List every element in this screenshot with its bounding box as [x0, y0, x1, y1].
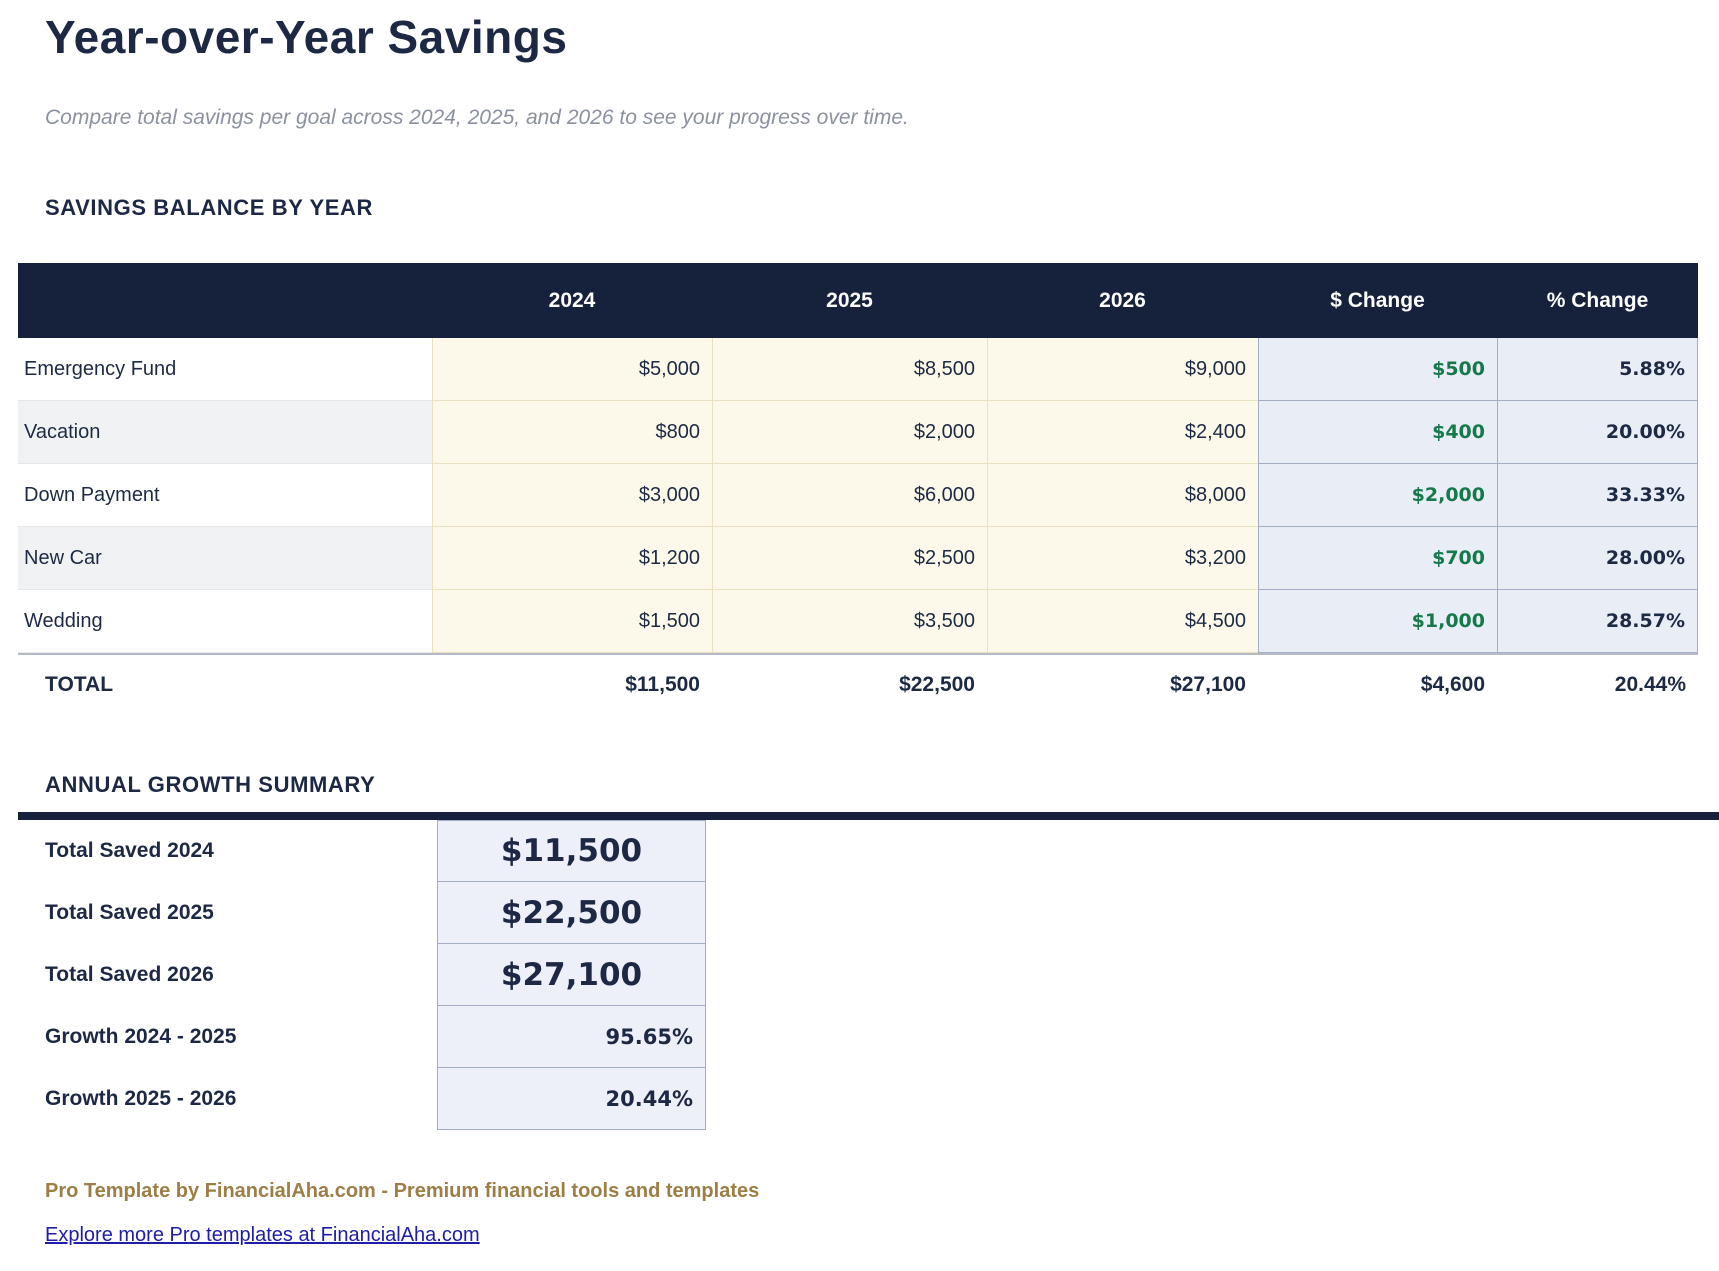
value-2024: $1,500: [432, 590, 712, 653]
total-dollar-change: $4,600: [1420, 673, 1485, 696]
section-heading-savings-balance: SAVINGS BALANCE BY YEAR: [45, 195, 373, 220]
goal-label: Emergency Fund: [18, 338, 432, 401]
summary-label: Total Saved 2025: [45, 901, 214, 924]
summary-row-total-2024: Total Saved 2024 $11,500: [18, 820, 1698, 882]
value-2024: $3,000: [432, 464, 712, 527]
total-2025: $22,500: [899, 673, 975, 696]
table-row-down-payment: Down Payment $3,000 $6,000 $8,000 $2,000…: [18, 464, 1698, 527]
goal-label: Wedding: [18, 590, 432, 653]
value-2025: $6,000: [712, 464, 987, 527]
summary-label: Growth 2024 - 2025: [45, 1025, 237, 1048]
summary-row-growth-2025-2026: Growth 2025 - 2026 20.44%: [18, 1068, 1698, 1130]
value-pct-change: 5.88%: [1497, 338, 1698, 401]
value-pct-change: 28.00%: [1497, 527, 1698, 590]
table-row-emergency-fund: Emergency Fund $5,000 $8,500 $9,000 $500…: [18, 338, 1698, 401]
table-row-wedding: Wedding $1,500 $3,500 $4,500 $1,000 28.5…: [18, 590, 1698, 653]
summary-label: Growth 2025 - 2026: [45, 1087, 237, 1110]
value-dollar-change: $500: [1258, 338, 1497, 401]
value-2025: $2,000: [712, 401, 987, 464]
value-2024: $5,000: [432, 338, 712, 401]
summary-label: Total Saved 2026: [45, 963, 214, 986]
value-2026: $8,000: [987, 464, 1258, 527]
value-2026: $9,000: [987, 338, 1258, 401]
goal-label: New Car: [18, 527, 432, 590]
column-header-goal: [18, 263, 432, 338]
total-2024: $11,500: [625, 673, 700, 696]
table-row-new-car: New Car $1,200 $2,500 $3,200 $700 28.00%: [18, 527, 1698, 590]
summary-value: $22,500: [437, 882, 706, 944]
summary-value: $27,100: [437, 944, 706, 1006]
total-pct-change: 20.44%: [1614, 673, 1686, 696]
footer-explore-link[interactable]: Explore more Pro templates at FinancialA…: [45, 1224, 480, 1246]
column-header-dollar-change: $ Change: [1330, 288, 1425, 312]
column-header-2026: 2026: [1099, 288, 1146, 312]
value-2025: $3,500: [712, 590, 987, 653]
section-divider-rule: [18, 812, 1719, 820]
footer-credit-text: Pro Template by FinancialAha.com - Premi…: [45, 1180, 760, 1202]
table-header-row: 2024 2025 2026 $ Change % Change: [18, 263, 1698, 338]
value-2024: $800: [432, 401, 712, 464]
value-2025: $8,500: [712, 338, 987, 401]
summary-value: $11,500: [437, 820, 706, 882]
goal-label: Vacation: [18, 401, 432, 464]
page-title: Year-over-Year Savings: [45, 11, 568, 63]
section-heading-annual-growth: ANNUAL GROWTH SUMMARY: [45, 772, 376, 797]
annual-growth-summary: Total Saved 2024 $11,500 Total Saved 202…: [18, 820, 1698, 1130]
value-dollar-change: $1,000: [1258, 590, 1497, 653]
summary-value: 20.44%: [437, 1068, 706, 1130]
total-2026: $27,100: [1170, 673, 1246, 696]
value-2024: $1,200: [432, 527, 712, 590]
value-dollar-change: $400: [1258, 401, 1497, 464]
value-dollar-change: $700: [1258, 527, 1497, 590]
savings-balance-table: 2024 2025 2026 $ Change % Change Emergen…: [18, 263, 1698, 715]
summary-row-growth-2024-2025: Growth 2024 - 2025 95.65%: [18, 1006, 1698, 1068]
value-pct-change: 28.57%: [1497, 590, 1698, 653]
table-row-vacation: Vacation $800 $2,000 $2,400 $400 20.00%: [18, 401, 1698, 464]
summary-label: Total Saved 2024: [45, 839, 214, 862]
total-label: TOTAL: [45, 673, 114, 696]
summary-row-total-2025: Total Saved 2025 $22,500: [18, 882, 1698, 944]
value-2026: $2,400: [987, 401, 1258, 464]
value-dollar-change: $2,000: [1258, 464, 1497, 527]
value-2026: $4,500: [987, 590, 1258, 653]
value-2026: $3,200: [987, 527, 1258, 590]
value-pct-change: 20.00%: [1497, 401, 1698, 464]
table-total-row: TOTAL $11,500 $22,500 $27,100 $4,600 20.…: [18, 653, 1698, 715]
summary-value: 95.65%: [437, 1006, 706, 1068]
page-subtitle: Compare total savings per goal across 20…: [45, 106, 909, 129]
value-pct-change: 33.33%: [1497, 464, 1698, 527]
goal-label: Down Payment: [18, 464, 432, 527]
value-2025: $2,500: [712, 527, 987, 590]
column-header-pct-change: % Change: [1546, 288, 1649, 312]
summary-row-total-2026: Total Saved 2026 $27,100: [18, 944, 1698, 1006]
column-header-2024: 2024: [548, 288, 596, 312]
column-header-2025: 2025: [826, 288, 873, 312]
